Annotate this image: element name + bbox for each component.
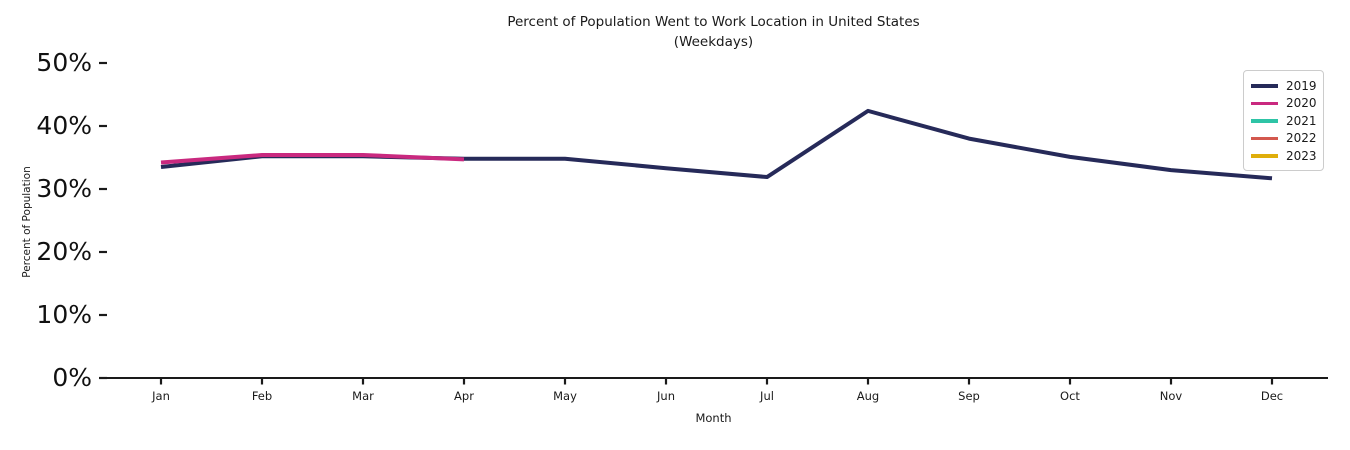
y-tick-label: 0% [52,363,92,392]
y-tick-label: 20% [36,237,92,266]
legend-label: 2022 [1286,131,1317,146]
x-tick-label: Feb [251,389,273,403]
x-tick-label: Apr [454,389,474,403]
legend-swatch-2023 [1251,154,1278,158]
y-tick-label: 40% [36,111,92,140]
legend-label: 2023 [1286,148,1317,163]
legend-item-2019: 2019 [1251,77,1317,95]
legend-item-2021: 2021 [1251,112,1317,130]
x-tick-label: Oct [1060,389,1080,403]
legend-swatch-2020 [1251,101,1278,105]
legend-item-2022: 2022 [1251,130,1317,148]
x-tick-label: Nov [1159,389,1183,403]
legend-item-2020: 2020 [1251,95,1317,113]
legend-label: 2021 [1286,113,1317,128]
chart-title-line1: Percent of Population Went to Work Locat… [507,14,920,30]
line-2019 [160,108,1273,181]
y-tick-label: 10% [36,300,92,329]
x-axis-label: Month [695,411,732,425]
legend-item-2023: 2023 [1251,147,1317,165]
legend-swatch-2019 [1251,84,1278,88]
legend-label: 2019 [1286,78,1317,93]
x-tick-label: Jul [760,389,774,403]
legend-label: 2020 [1286,96,1317,111]
chart-title-line2: (Weekdays) [673,34,754,50]
x-tick-label: May [553,389,577,403]
y-tick-label: 30% [36,174,92,203]
chart-title: Percent of Population Went to Work Locat… [99,12,1328,52]
legend-swatch-2022 [1251,136,1278,140]
y-tick-label: 50% [36,48,92,77]
x-tick-label: Jan [152,389,170,403]
x-tick-label: Sep [958,389,980,403]
x-tick-label: Dec [1260,389,1284,403]
legend: 2019 2020 2021 2022 2023 [1243,70,1324,171]
line-2020 [160,152,465,165]
legend-swatch-2021 [1251,119,1278,123]
x-tick-label: Aug [856,389,880,403]
x-tick-label: Jun [657,389,675,403]
x-tick-label: Mar [352,389,374,403]
